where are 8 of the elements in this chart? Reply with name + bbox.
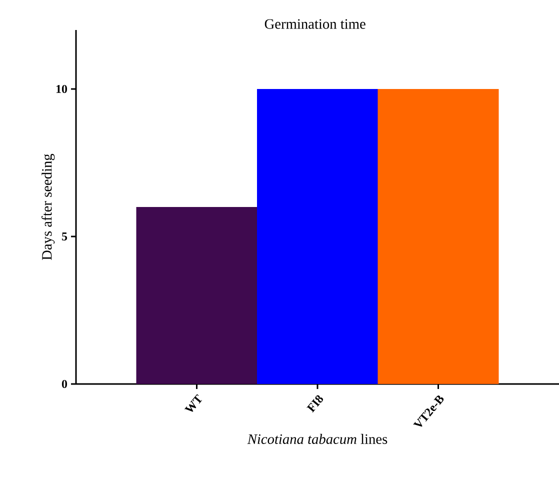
x-tick-label: FI8 [306,395,324,413]
y-axis-title: Days after seeding [41,154,55,260]
x-tick-label: WT [184,394,202,412]
chart-title: Germination time [264,19,366,29]
y-tick-label: 5 [62,232,68,240]
y-tick-label: 0 [62,380,68,388]
x-axis-title: Nicotiana tabacum lines [247,434,388,444]
y-tick-label: 10 [56,84,68,94]
